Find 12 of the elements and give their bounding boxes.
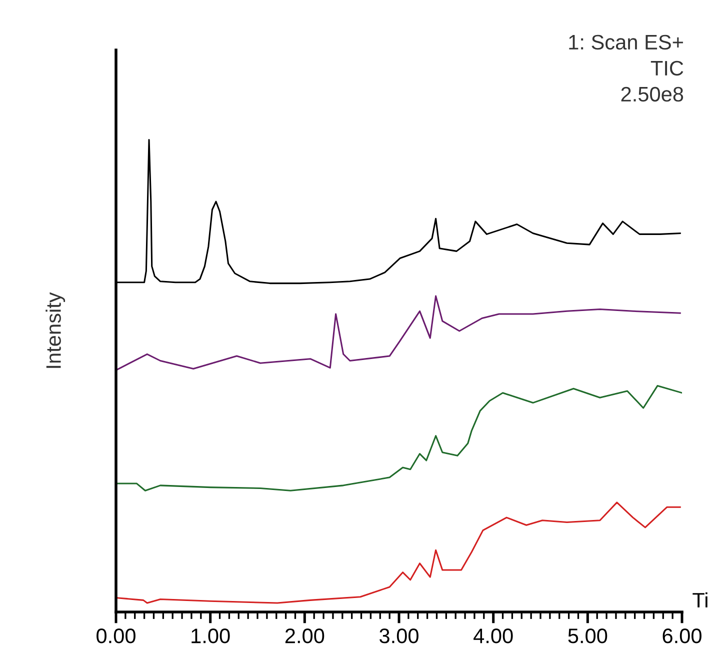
x-tick-label: 1.00 xyxy=(192,628,230,644)
x-axis-title: Ti xyxy=(692,592,708,608)
x-tick-label: 5.00 xyxy=(568,628,608,644)
y-axis-title: Intensity xyxy=(46,292,66,368)
x-tick-label: 4.00 xyxy=(474,628,513,644)
x-tick-label: 0.00 xyxy=(96,628,136,644)
x-tick-label: 3.00 xyxy=(380,628,418,644)
text: 1: Scan ES+ xyxy=(569,34,683,50)
x-tick-label: 2.00 xyxy=(285,628,324,644)
text: TIC xyxy=(650,60,684,76)
text: 2.50e8 xyxy=(621,86,684,102)
x-tick-label: 6.00 xyxy=(662,628,702,644)
